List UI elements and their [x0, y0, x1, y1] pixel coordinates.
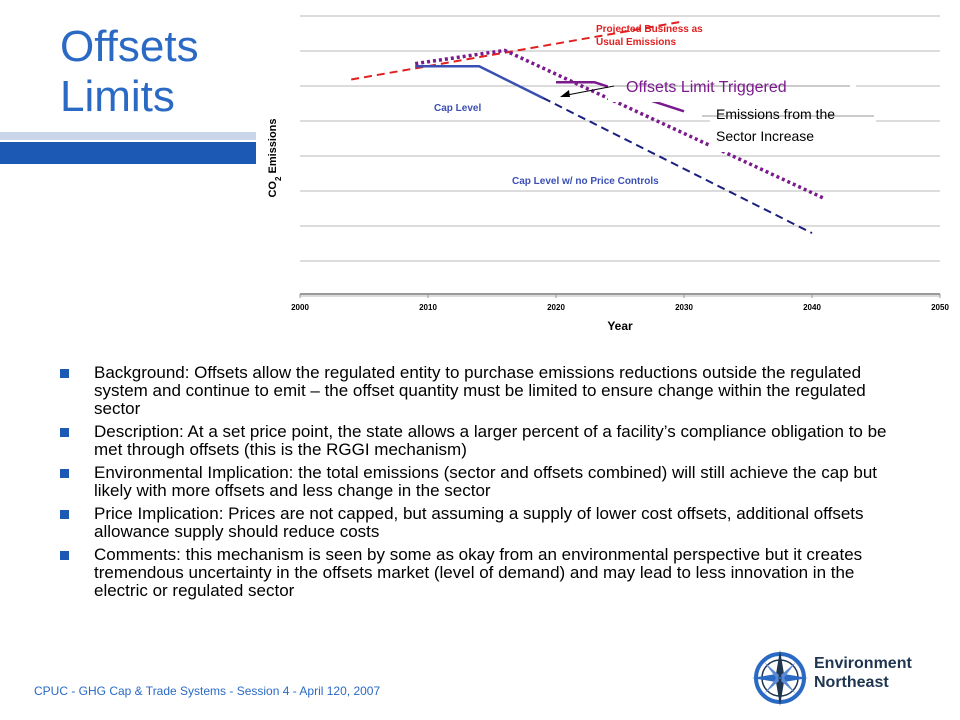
annotation-bau-line-1: Projected Business as — [596, 24, 703, 35]
logo-wordmark: Environment Northeast — [814, 654, 912, 692]
x-tick-label: 2010 — [419, 303, 437, 312]
y-axis-label: CO2 Emissions — [267, 118, 283, 197]
series-line-2 — [542, 97, 813, 234]
title-accent-bar-light — [0, 132, 256, 140]
annotation-sector-line-1: Emissions from the — [716, 106, 835, 122]
bullet-text: Background: Offsets allow the regulated … — [94, 363, 866, 418]
bullet-text: Description: At a set price point, the s… — [94, 422, 887, 459]
bullet-square-icon — [60, 428, 69, 437]
annotation-cap-level: Cap Level — [434, 103, 481, 114]
annotation-background-sector — [710, 102, 876, 152]
logo-line-1: Environment — [814, 655, 912, 672]
annotation-bau-line-2: Usual Emissions — [596, 37, 676, 48]
annotation-offsets-triggered: Offsets Limit Triggered — [626, 79, 787, 96]
logo-line-2: Northeast — [814, 674, 889, 691]
x-tick-labels: 2000 2010 2020 2030 2040 2050 — [291, 294, 949, 312]
bullet-square-icon — [60, 551, 69, 560]
title-accent-bar-dark — [0, 142, 256, 164]
chart-gridlines — [300, 15, 940, 297]
slide-title: Offsets Limits — [60, 22, 199, 122]
annotation-arrow-head — [560, 90, 570, 97]
x-tick-label: 2030 — [675, 303, 693, 312]
annotation-sector-line-2: Sector Increase — [716, 128, 814, 144]
environment-northeast-logo: Environment Northeast — [752, 646, 952, 710]
series-line-1 — [415, 65, 544, 100]
bullet-description: Description: At a set price point, the s… — [60, 423, 890, 459]
x-axis-label: Year — [607, 319, 633, 333]
bullet-price-implication: Price Implication: Prices are not capped… — [60, 505, 890, 541]
bullet-environmental-implication: Environmental Implication: the total emi… — [60, 464, 890, 500]
series-line-0 — [351, 20, 685, 81]
emissions-chart: 2000 2010 2020 2030 2040 2050 Year CO2 Emissi… — [267, 15, 949, 333]
annotation-background-offsets — [608, 72, 856, 102]
bullet-text: Comments: this mechanism is seen by some… — [94, 545, 863, 600]
annotation-arrow-shaft — [561, 85, 615, 97]
bullet-square-icon — [60, 369, 69, 378]
bullet-background: Background: Offsets allow the regulated … — [60, 364, 890, 418]
slide-footer: CPUC - GHG Cap & Trade Systems - Session… — [34, 684, 381, 698]
x-tick-label: 2020 — [547, 303, 565, 312]
x-tick-label: 2050 — [931, 303, 949, 312]
x-tick-label: 2040 — [803, 303, 821, 312]
bullet-square-icon — [60, 510, 69, 519]
annotation-cap-no-controls: Cap Level w/ no Price Controls — [512, 176, 659, 187]
bullet-text: Price Implication: Prices are not capped… — [94, 504, 864, 541]
bullet-square-icon — [60, 469, 69, 478]
title-line-2: Limits — [60, 72, 175, 121]
compass-rose-icon — [752, 650, 808, 706]
x-tick-label: 2000 — [291, 303, 309, 312]
bullet-text: Environmental Implication: the total emi… — [94, 463, 878, 500]
title-line-1: Offsets — [60, 22, 199, 71]
bullet-comments: Comments: this mechanism is seen by some… — [60, 546, 890, 600]
bullet-list: Background: Offsets allow the regulated … — [60, 364, 890, 605]
